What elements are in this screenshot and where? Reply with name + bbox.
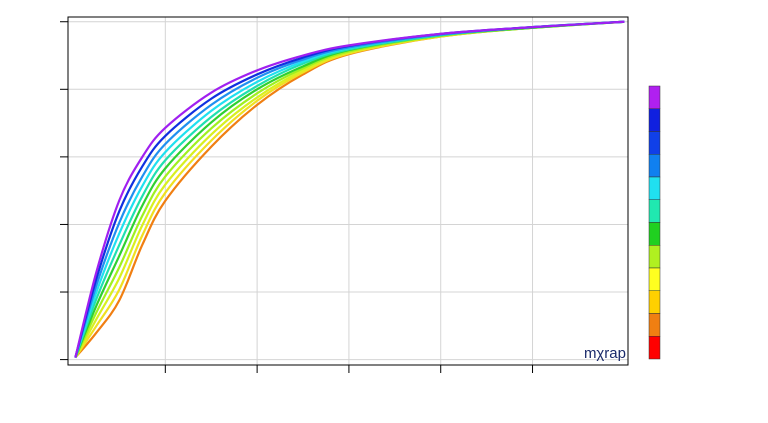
colorbar-swatch (648, 131, 661, 155)
colorbar-swatch (648, 290, 661, 314)
watermark: mχrap (584, 345, 626, 362)
colorbar-swatch (648, 336, 661, 360)
colorbar-swatch (648, 222, 661, 246)
plot-frame (67, 16, 629, 366)
colorbar-swatch (648, 108, 661, 132)
colorbar-swatch (648, 176, 661, 200)
colorbar-swatch (648, 85, 661, 109)
colorbar-swatch (648, 313, 661, 337)
colorbar-swatch (648, 154, 661, 178)
colorbar-swatch (648, 267, 661, 291)
colorbar-swatch (648, 199, 661, 223)
line-series (74, 20, 625, 358)
plot-area (68, 17, 628, 365)
colorbar-swatch (648, 245, 661, 269)
